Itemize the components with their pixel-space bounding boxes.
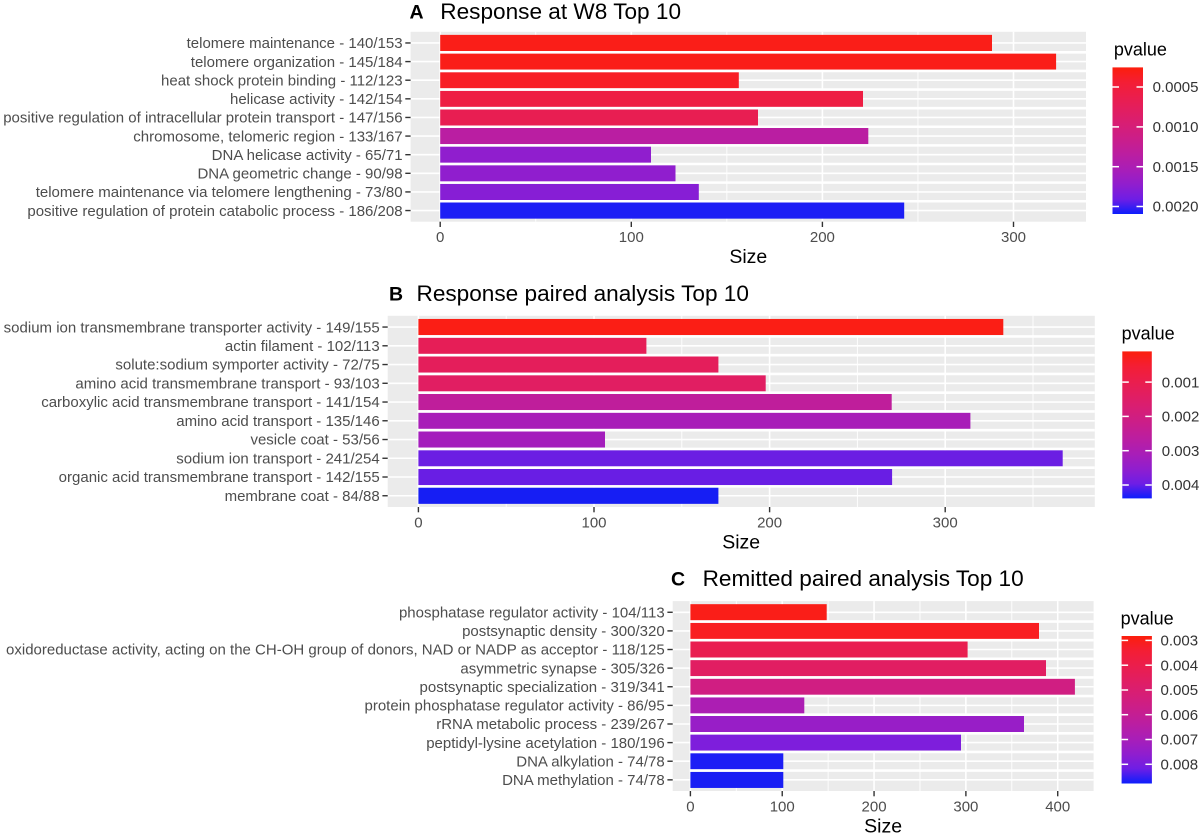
svg-text:0.0020: 0.0020 [1153,199,1199,216]
svg-text:0.006: 0.006 [1161,707,1199,724]
svg-text:telomere maintenance via telom: telomere maintenance via telomere length… [36,184,403,201]
svg-text:0.002: 0.002 [1162,409,1200,426]
svg-text:100: 100 [581,514,606,531]
svg-text:Response at W8 Top 10: Response at W8 Top 10 [440,0,681,24]
svg-text:400: 400 [1045,798,1070,815]
svg-text:rRNA metabolic process - 239/2: rRNA metabolic process - 239/267 [436,716,664,733]
svg-text:100: 100 [619,229,644,246]
svg-text:100: 100 [770,798,795,815]
svg-text:300: 300 [933,514,958,531]
svg-text:0: 0 [686,798,694,815]
svg-text:Response paired analysis Top 1: Response paired analysis Top 10 [417,281,749,306]
svg-text:Size: Size [729,246,767,268]
svg-text:organic acid transmembrane tra: organic acid transmembrane transport - 1… [59,469,380,486]
svg-text:0.004: 0.004 [1162,477,1200,494]
svg-text:200: 200 [757,514,782,531]
svg-text:0.003: 0.003 [1162,443,1200,460]
svg-text:carboxylic acid transmembrane: carboxylic acid transmembrane transport … [41,394,380,411]
svg-text:0.004: 0.004 [1161,657,1199,674]
svg-text:Size: Size [864,816,902,836]
svg-text:DNA methylation - 74/78: DNA methylation - 74/78 [502,772,665,789]
svg-text:DNA geometric change - 90/98: DNA geometric change - 90/98 [197,166,402,183]
svg-text:pvalue: pvalue [1121,609,1174,629]
svg-text:0.0005: 0.0005 [1153,79,1199,96]
svg-text:solute:sodium symporter activi: solute:sodium symporter activity - 72/75 [115,357,379,374]
svg-text:0.005: 0.005 [1161,682,1199,699]
svg-text:0.001: 0.001 [1162,374,1200,391]
svg-text:0: 0 [414,514,422,531]
svg-text:0: 0 [436,229,444,246]
svg-text:Size: Size [722,532,760,554]
svg-text:postsynaptic density - 300/320: postsynaptic density - 300/320 [462,623,665,640]
svg-text:membrane coat - 84/88: membrane coat - 84/88 [225,488,380,505]
svg-text:300: 300 [953,798,978,815]
svg-text:DNA alkylation - 74/78: DNA alkylation - 74/78 [516,753,664,770]
svg-text:sodium ion transmembrane trans: sodium ion transmembrane transporter act… [4,319,380,336]
svg-text:amino acid transmembrane trans: amino acid transmembrane transport - 93/… [75,375,379,392]
svg-text:0.007: 0.007 [1161,732,1199,749]
svg-text:Remitted paired analysis Top 1: Remitted paired analysis Top 10 [703,566,1024,591]
svg-text:asymmetric synapse - 305/326: asymmetric synapse - 305/326 [460,660,664,677]
svg-text:200: 200 [810,229,835,246]
svg-text:pvalue: pvalue [1114,40,1167,60]
svg-text:200: 200 [862,798,887,815]
svg-text:telomere organization - 145/18: telomere organization - 145/184 [191,54,403,71]
svg-text:0.0015: 0.0015 [1153,159,1199,176]
svg-text:0.0010: 0.0010 [1153,119,1199,136]
svg-text:C: C [671,569,685,591]
svg-text:phosphatase regulator activity: phosphatase regulator activity - 104/113 [399,604,665,621]
svg-text:peptidyl-lysine acetylation -: peptidyl-lysine acetylation - 180/196 [426,735,664,752]
svg-text:amino acid transport - 135/146: amino acid transport - 135/146 [176,413,379,430]
svg-text:DNA helicase activity - 65/71: DNA helicase activity - 65/71 [212,147,403,164]
svg-text:0.003: 0.003 [1161,633,1199,650]
svg-text:A: A [410,2,424,24]
svg-text:vesicle coat - 53/56: vesicle coat - 53/56 [250,432,379,449]
svg-text:sodium ion transport - 241/254: sodium ion transport - 241/254 [176,450,379,467]
svg-text:postsynaptic specialization -: postsynaptic specialization - 319/341 [420,679,665,696]
svg-text:pvalue: pvalue [1122,324,1175,344]
svg-text:chromosome, telomeric region -: chromosome, telomeric region - 133/167 [133,128,402,145]
svg-text:protein phosphatase regulator: protein phosphatase regulator activity -… [365,698,665,715]
svg-text:telomere maintenance - 140/153: telomere maintenance - 140/153 [187,35,403,52]
svg-text:0.008: 0.008 [1161,757,1199,774]
svg-text:positive regulation of protein: positive regulation of protein catabolic… [27,203,402,220]
svg-text:actin filament - 102/113: actin filament - 102/113 [225,338,380,355]
svg-text:positive regulation of intrace: positive regulation of intracellular pro… [3,110,402,127]
svg-text:300: 300 [1001,229,1026,246]
svg-text:helicase activity - 142/154: helicase activity - 142/154 [230,91,403,108]
svg-text:heat shock protein binding - 1: heat shock protein binding - 112/123 [161,72,403,89]
svg-text:B: B [389,284,403,306]
svg-text:oxidoreductase activity, actin: oxidoreductase activity, acting on the C… [6,642,665,659]
